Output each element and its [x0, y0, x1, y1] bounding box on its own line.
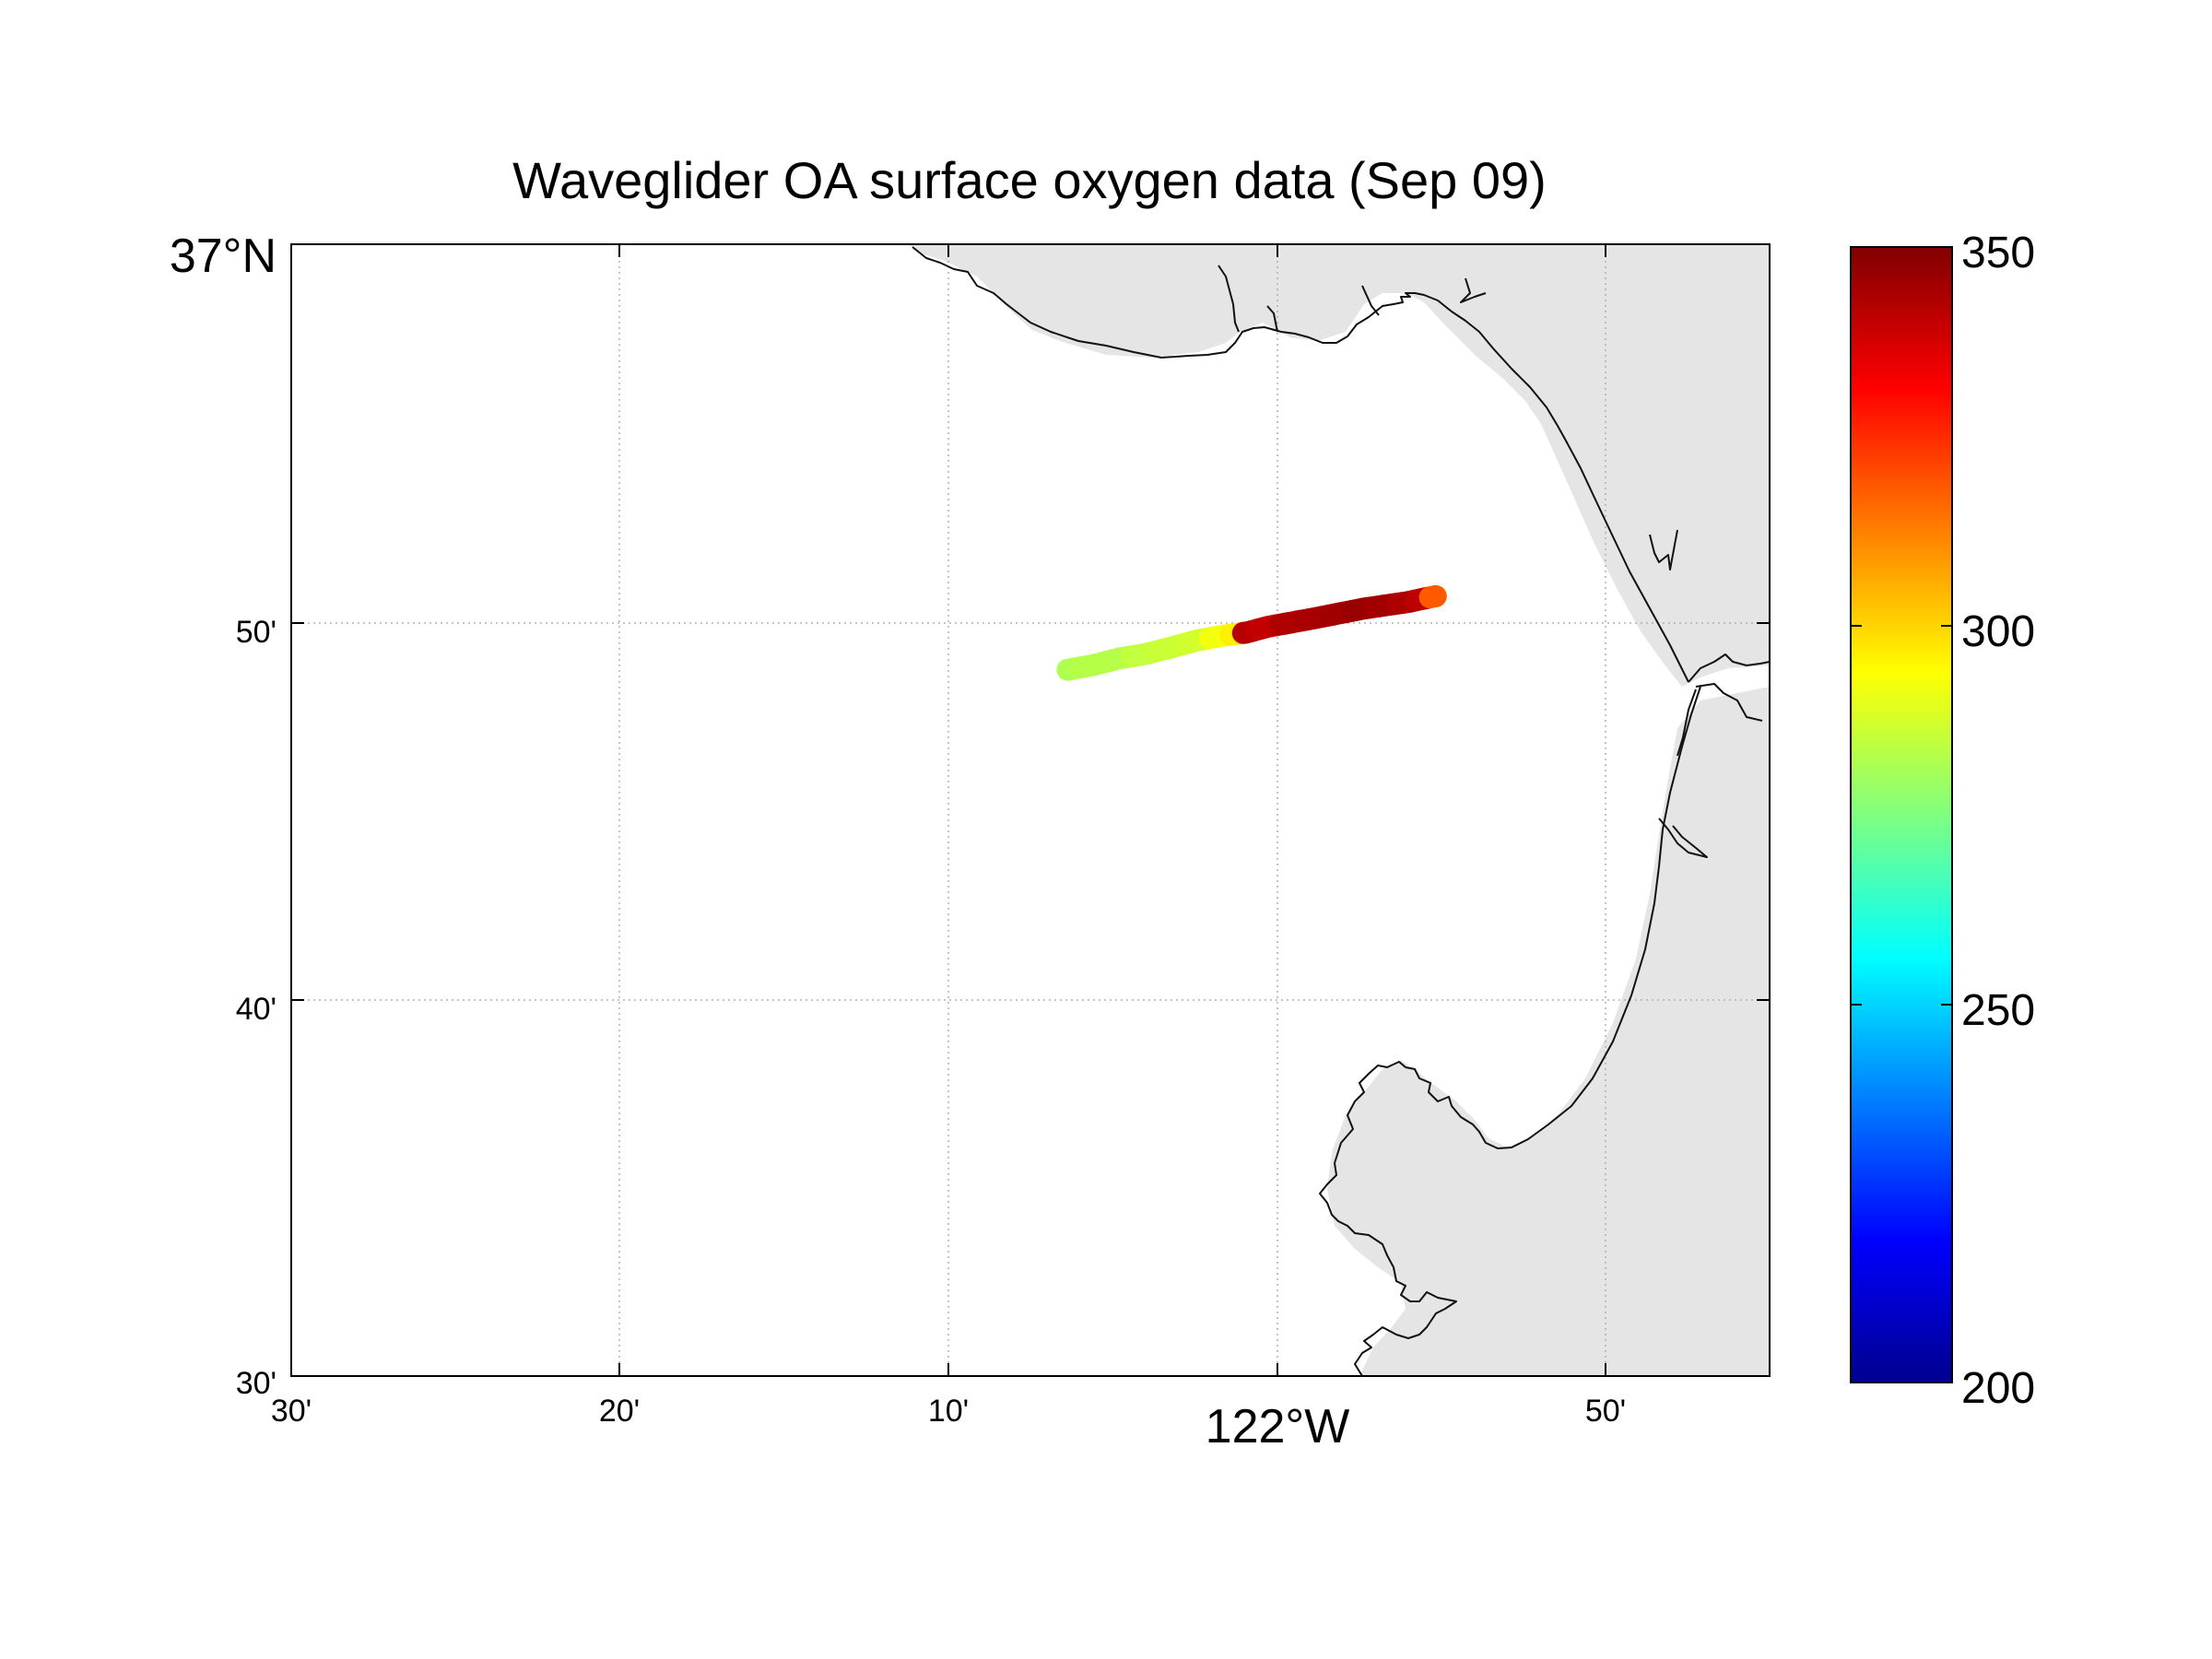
coastline-south	[1319, 686, 1701, 1376]
colorbar	[1850, 246, 1953, 1383]
x-tick-label-major: 122°W	[1206, 1400, 1350, 1453]
slough-1	[1649, 529, 1678, 571]
moss-landing-harbor	[1658, 818, 1708, 858]
y-tick-label-major: 37°N	[170, 229, 276, 283]
glider-track	[1056, 584, 1447, 681]
y-tick-label: 50'	[236, 615, 276, 650]
river-north-2	[1266, 305, 1278, 333]
slough-2	[1695, 683, 1763, 722]
map-frame	[290, 243, 1771, 1377]
river-north-3	[1361, 285, 1380, 316]
elkhorn-slough	[1688, 653, 1770, 683]
colorbar-tick-label: 350	[1961, 229, 2035, 277]
map-title: Waveglider OA surface oxygen data (Sep 0…	[512, 151, 1547, 209]
oxygen-sample-point	[1424, 584, 1447, 607]
x-tick-label: 20'	[599, 1394, 640, 1429]
colorbar-tick-label: 250	[1961, 986, 2035, 1035]
y-tick-label: 30'	[236, 1366, 276, 1401]
x-tick-label: 10'	[928, 1394, 969, 1429]
colorbar-tick-label: 300	[1961, 607, 2035, 656]
river-north-4	[1460, 277, 1487, 303]
tick-marks	[291, 244, 1770, 1376]
land-north	[908, 244, 1770, 687]
slough-3	[1677, 688, 1697, 757]
colorbar-tick-label: 200	[1961, 1364, 2035, 1413]
coastline-north	[912, 246, 1689, 683]
colorbar-ticks	[1851, 625, 1952, 1006]
river-north-1	[1218, 265, 1240, 333]
y-tick-label: 40'	[236, 992, 276, 1027]
coastline	[912, 246, 1770, 1376]
grid-lines	[291, 244, 1770, 1376]
x-tick-label: 30'	[271, 1394, 312, 1429]
x-tick-label: 50'	[1585, 1394, 1626, 1429]
